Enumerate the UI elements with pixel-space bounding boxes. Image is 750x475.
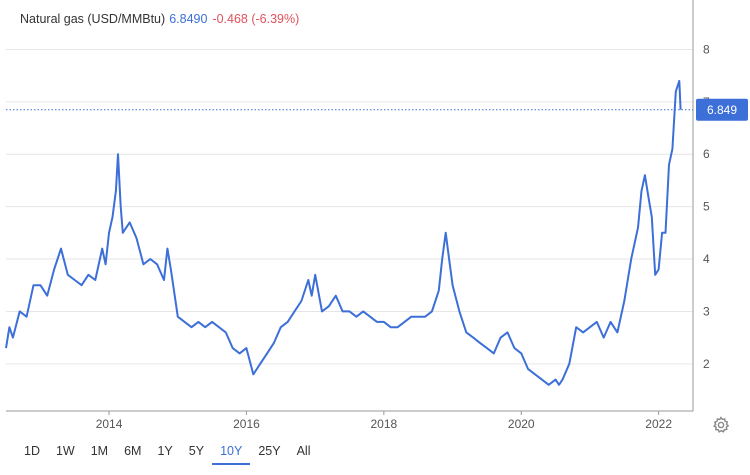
gear-icon[interactable] xyxy=(711,415,731,435)
instrument-name: Natural gas (USD/MMBtu) xyxy=(20,12,166,26)
x-tick-label: 2018 xyxy=(370,417,397,431)
series-line xyxy=(5,79,682,386)
y-tick-label: 4 xyxy=(703,252,710,266)
series-layer xyxy=(5,79,682,386)
y-axis-labels: 2345678 xyxy=(703,42,710,370)
x-tick-label: 2014 xyxy=(96,417,123,431)
axes xyxy=(6,0,694,415)
y-tick-label: 5 xyxy=(703,200,710,214)
range-button-1d[interactable]: 1D xyxy=(24,444,40,458)
last-price-tag xyxy=(696,98,748,121)
range-button-5y[interactable]: 5Y xyxy=(188,444,205,458)
range-button-10y[interactable]: 10Y xyxy=(212,441,251,465)
chart-header: Natural gas (USD/MMBtu) 6.8490 -0.468 (-6.… xyxy=(20,12,299,26)
range-button-25y[interactable]: 25Y xyxy=(258,444,281,458)
y-tick-label: 6 xyxy=(703,147,710,161)
range-selector: 1D 1W 1M 6M 1Y 5Y 10Y 25Y All xyxy=(16,441,318,465)
x-tick-label: 2022 xyxy=(645,417,672,431)
y-tick-label: 8 xyxy=(703,42,710,56)
range-button-1m[interactable]: 1M xyxy=(90,444,109,458)
last-price-tag-label: 6.849 xyxy=(707,103,737,117)
grid-lines xyxy=(6,48,693,365)
range-button-6m[interactable]: 6M xyxy=(124,444,142,458)
price-change: -0.468 (-6.39%) xyxy=(212,12,300,26)
y-tick-label: 2 xyxy=(703,357,710,371)
range-button-1y[interactable]: 1Y xyxy=(157,444,173,458)
current-price: 6.8490 xyxy=(169,12,208,26)
y-tick-label: 3 xyxy=(703,304,710,318)
x-tick-label: 2016 xyxy=(233,417,260,431)
range-button-1w[interactable]: 1W xyxy=(55,444,75,458)
range-button-all[interactable]: All xyxy=(296,444,311,458)
x-tick-label: 2020 xyxy=(508,417,535,431)
x-axis-labels: 2014 2016 2018 2020 2022 xyxy=(96,417,673,431)
price-tag-layer: 6.849 xyxy=(6,98,748,121)
